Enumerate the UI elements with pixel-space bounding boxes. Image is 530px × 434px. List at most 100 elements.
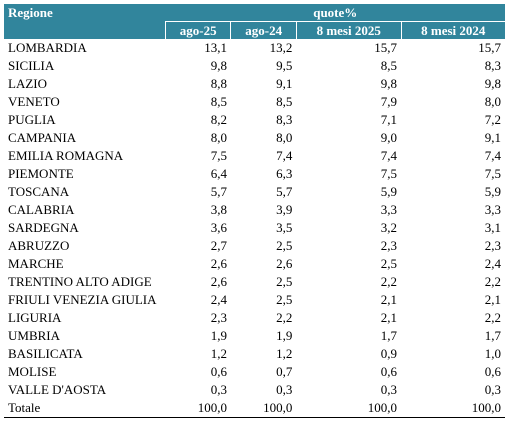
cell-value: 2,4 [484, 256, 501, 271]
cell-region: MARCHE [8, 256, 64, 271]
cell-value: 6,3 [276, 166, 293, 181]
cell-value: 9,8 [380, 76, 398, 91]
cell-value: 2,1 [380, 310, 398, 325]
cell-value: 2,2 [484, 274, 501, 289]
cell-value: 1,7 [484, 328, 501, 343]
table-row: LAZIO 8,8 9,1 9,8 9,8 [4, 75, 505, 93]
table-row: LOMBARDIA 13,1 13,2 15,7 15,7 [4, 39, 505, 57]
cell-value: 2,1 [484, 292, 501, 307]
cell-region: ABRUZZO [8, 238, 70, 253]
table-row: TOSCANA 5,7 5,7 5,9 5,9 [4, 183, 505, 201]
cell-value: 7,5 [484, 166, 501, 181]
cell-value: 15,7 [374, 40, 398, 55]
cell-region: LOMBARDIA [8, 40, 87, 55]
cell-region: CALABRIA [8, 202, 75, 217]
cell-value: 2,6 [210, 256, 227, 271]
table-row: EMILIA ROMAGNA 7,5 7,4 7,4 7,4 [4, 147, 505, 165]
header-region: Regione [4, 4, 166, 39]
cell-value: 3,5 [276, 220, 293, 235]
cell-region: MOLISE [8, 364, 57, 379]
cell-region: PIEMONTE [8, 166, 74, 181]
cell-value: 7,9 [380, 94, 398, 109]
cell-value: 0,6 [210, 364, 227, 379]
cell-region: SICILIA [8, 58, 55, 73]
cell-value: 1,2 [210, 346, 227, 361]
cell-value: 2,6 [276, 256, 293, 271]
table-row: CAMPANIA 8,0 8,0 9,0 9,1 [4, 129, 505, 147]
table-row: MOLISE 0,6 0,7 0,6 0,6 [4, 363, 505, 381]
cell-value: 100,0 [165, 399, 231, 418]
cell-value: 2,3 [380, 238, 398, 253]
cell-value: 1,7 [380, 328, 398, 343]
cell-region: EMILIA ROMAGNA [8, 148, 124, 163]
cell-region: CAMPANIA [8, 130, 77, 145]
cell-value: 8,8 [210, 76, 227, 91]
cell-value: 0,6 [380, 364, 398, 379]
cell-value: 0,3 [380, 382, 398, 397]
cell-value: 3,3 [380, 202, 398, 217]
table-row: PUGLIA 8,2 8,3 7,1 7,2 [4, 111, 505, 129]
cell-value: 9,1 [484, 130, 501, 145]
cell-region: PUGLIA [8, 112, 56, 127]
cell-region: FRIULI VENEZIA GIULIA [8, 292, 157, 307]
column-header: 8 mesi 2024 [400, 21, 505, 39]
cell-value: 8,5 [276, 94, 293, 109]
column-header: ago-25 [164, 21, 231, 39]
table-row: TRENTINO ALTO ADIGE 2,6 2,5 2,2 2,2 [4, 273, 505, 291]
cell-value: 2,2 [276, 310, 293, 325]
cell-value: 8,2 [210, 112, 227, 127]
table-row: UMBRIA 1,9 1,9 1,7 1,7 [4, 327, 505, 345]
table-row: LIGURIA 2,3 2,2 2,1 2,2 [4, 309, 505, 327]
cell-value: 3,2 [380, 220, 398, 235]
cell-value: 100,0 [401, 399, 505, 418]
cell-value: 0,7 [276, 364, 293, 379]
table-row: SICILIA 9,8 9,5 8,5 8,3 [4, 57, 505, 75]
table: Regione quote% ago-25 ago-24 8 mesi 2025 8 … [4, 4, 505, 418]
cell-value: 2,3 [210, 310, 227, 325]
cell-value: 3,8 [210, 202, 227, 217]
cell-value: 8,3 [276, 112, 293, 127]
header-group: quote% [165, 4, 505, 22]
cell-value: 8,3 [484, 58, 501, 73]
cell-value: 2,4 [210, 292, 227, 307]
column-header: 8 mesi 2025 [295, 21, 402, 39]
cell-value: 2,3 [484, 238, 501, 253]
cell-value: 6,4 [210, 166, 227, 181]
cell-value: 100,0 [230, 399, 297, 418]
table-row: BASILICATA 1,2 1,2 0,9 1,0 [4, 345, 505, 363]
cell-value: 2,5 [276, 238, 293, 253]
cell-value: 15,7 [478, 40, 501, 55]
cell-value: 2,2 [380, 274, 398, 289]
cell-region: VALLE D'AOSTA [8, 382, 107, 397]
cell-value: 0,3 [484, 382, 501, 397]
cell-value: 2,5 [276, 274, 293, 289]
cell-value: 1,0 [484, 346, 501, 361]
cell-value: 5,9 [380, 184, 398, 199]
cell-value: 0,6 [484, 364, 501, 379]
cell-region: SARDEGNA [8, 220, 79, 235]
cell-region: LAZIO [8, 76, 47, 91]
cell-value: 7,5 [210, 148, 227, 163]
cell-region: UMBRIA [8, 328, 61, 343]
cell-value: 8,0 [210, 130, 227, 145]
cell-value: 7,4 [380, 148, 398, 163]
cell-value: 100,0 [296, 399, 402, 418]
table-row: MARCHE 2,6 2,6 2,5 2,4 [4, 255, 505, 273]
cell-value: 7,1 [380, 112, 398, 127]
cell-value: 0,3 [276, 382, 293, 397]
cell-value: 5,7 [210, 184, 227, 199]
cell-value: 9,1 [276, 76, 293, 91]
column-header: ago-24 [230, 21, 297, 39]
cell-region: VENETO [8, 94, 60, 109]
cell-region: TRENTINO ALTO ADIGE [8, 274, 152, 289]
cell-value: 1,9 [210, 328, 227, 343]
cell-value: 7,4 [484, 148, 501, 163]
cell-value: 7,2 [484, 112, 501, 127]
cell-value: 3,9 [276, 202, 293, 217]
cell-value: 8,0 [276, 130, 293, 145]
cell-region: LIGURIA [8, 310, 62, 325]
table-row: FRIULI VENEZIA GIULIA 2,4 2,5 2,1 2,1 [4, 291, 505, 309]
cell-value: 13,2 [269, 40, 293, 55]
table-row: VALLE D'AOSTA 0,3 0,3 0,3 0,3 [4, 381, 505, 399]
cell-value: 7,5 [380, 166, 398, 181]
